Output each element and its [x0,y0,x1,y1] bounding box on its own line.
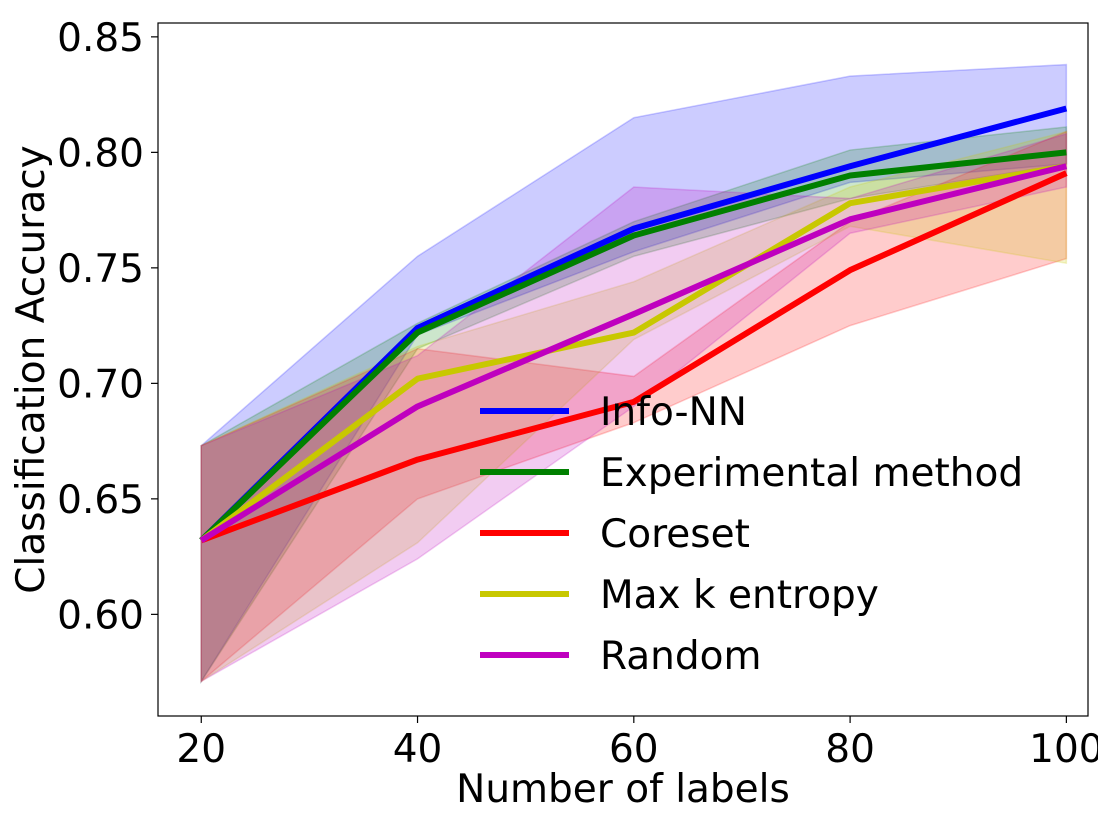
x-axis: 20 40 60 80 100 [176,716,1098,772]
legend: Info-NN Experimental method Coreset Max k e… [480,390,1023,679]
legend-label-1: Experimental method [600,451,1023,496]
plot-frame [157,22,1089,717]
series-line-4 [199,163,1068,543]
legend-label-0: Info-NN [600,390,747,435]
x-tick-label-4: 100 [1029,727,1098,772]
legend-label-2: Coreset [600,512,750,557]
series-line-1 [199,149,1067,543]
x-tick-label-3: 80 [825,727,875,772]
y-axis: 0.60 0.65 0.70 0.75 0.80 0.85 [57,16,158,638]
y-tick-label-0: 0.60 [57,593,144,638]
y-tick-label-4: 0.80 [57,131,144,176]
band-4 [200,132,1068,683]
y-axis-label: Classification Accuracy [9,145,54,594]
y-tick-label-3: 0.75 [57,247,144,292]
series-line-2 [200,170,1068,544]
y-tick-label-2: 0.70 [57,362,144,407]
x-axis-label: Number of labels [456,767,790,812]
y-tick-label-1: 0.65 [57,478,144,523]
series-lines [199,105,1068,544]
series-line-3 [199,163,1067,543]
x-tick-label-1: 40 [393,727,443,772]
y-tick-label-5: 0.85 [57,16,144,61]
x-tick-label-0: 20 [176,727,226,772]
legend-label-3: Max k entropy [600,573,879,618]
legend-label-4: Random [600,634,761,679]
x-tick-label-2: 60 [609,727,659,772]
